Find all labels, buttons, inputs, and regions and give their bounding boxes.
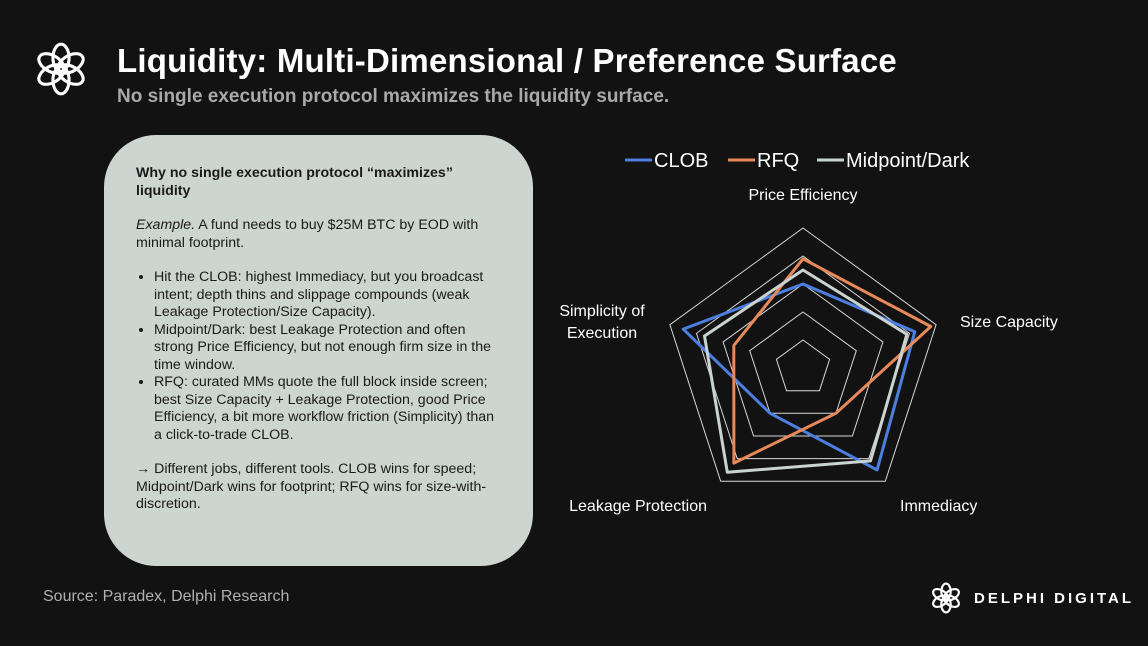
series-rfq <box>732 257 933 465</box>
card-bullet-list: Hit the CLOB: highest Immediacy, but you… <box>136 269 503 444</box>
example-text: A fund needs to buy $25M BTC by EOD with… <box>136 217 479 251</box>
brand-mark: DELPHI DIGITAL <box>928 580 1134 616</box>
explanation-card: Why no single execution protocol “maximi… <box>104 135 533 566</box>
page-title: Liquidity: Multi-Dimensional / Preferenc… <box>117 42 897 79</box>
bullet-clob: Hit the CLOB: highest Immediacy, but you… <box>154 269 503 322</box>
bullet-midpoint-dark: Midpoint/Dark: best Leakage Protection a… <box>154 322 503 375</box>
delphi-logo-icon <box>37 42 85 96</box>
grid-ring-2 <box>749 311 857 414</box>
legend-label-clob: CLOB <box>654 150 708 172</box>
bullet-rfq: RFQ: curated MMs quote the full block in… <box>154 374 503 444</box>
series-clob <box>681 282 917 472</box>
axis-label-0: Price Efficiency <box>748 187 857 204</box>
example-label: Example. <box>136 217 196 233</box>
series-midpoint-dark <box>703 268 909 474</box>
radar-series <box>681 257 933 474</box>
grid-ring-1 <box>775 339 831 392</box>
card-conclusion: → Different jobs, different tools. CLOB … <box>136 461 487 512</box>
grid-ring-3 <box>722 283 884 437</box>
axis-label-4: Simplicity of Execution <box>559 303 645 342</box>
axis-label-3: Leakage Protection <box>569 498 707 515</box>
card-example: Example. A fund needs to buy $25M BTC by… <box>136 217 503 252</box>
legend-label-rfq: RFQ <box>757 150 799 172</box>
delphi-brand-icon <box>932 582 960 614</box>
chart-legend: CLOB RFQ Midpoint/Dark <box>625 150 970 172</box>
axis-label-1: Size Capacity <box>960 314 1058 331</box>
radar-axis-labels: Price Efficiency Size Capacity Immediacy Le… <box>559 187 1058 515</box>
page-subtitle: No single execution protocol maximizes t… <box>117 86 670 107</box>
source-note: Source: Paradex, Delphi Research <box>43 588 290 605</box>
card-heading: Why no single execution protocol “maximi… <box>136 165 453 199</box>
axis-label-2: Immediacy <box>900 498 977 515</box>
brand-name: DELPHI DIGITAL <box>974 589 1135 607</box>
grid-ring-5 <box>669 227 937 482</box>
radar-chart: CLOB RFQ Midpoint/Dark Price Efficiency Siz… <box>559 150 1058 515</box>
legend-label-midpoint-dark: Midpoint/Dark <box>846 150 970 172</box>
